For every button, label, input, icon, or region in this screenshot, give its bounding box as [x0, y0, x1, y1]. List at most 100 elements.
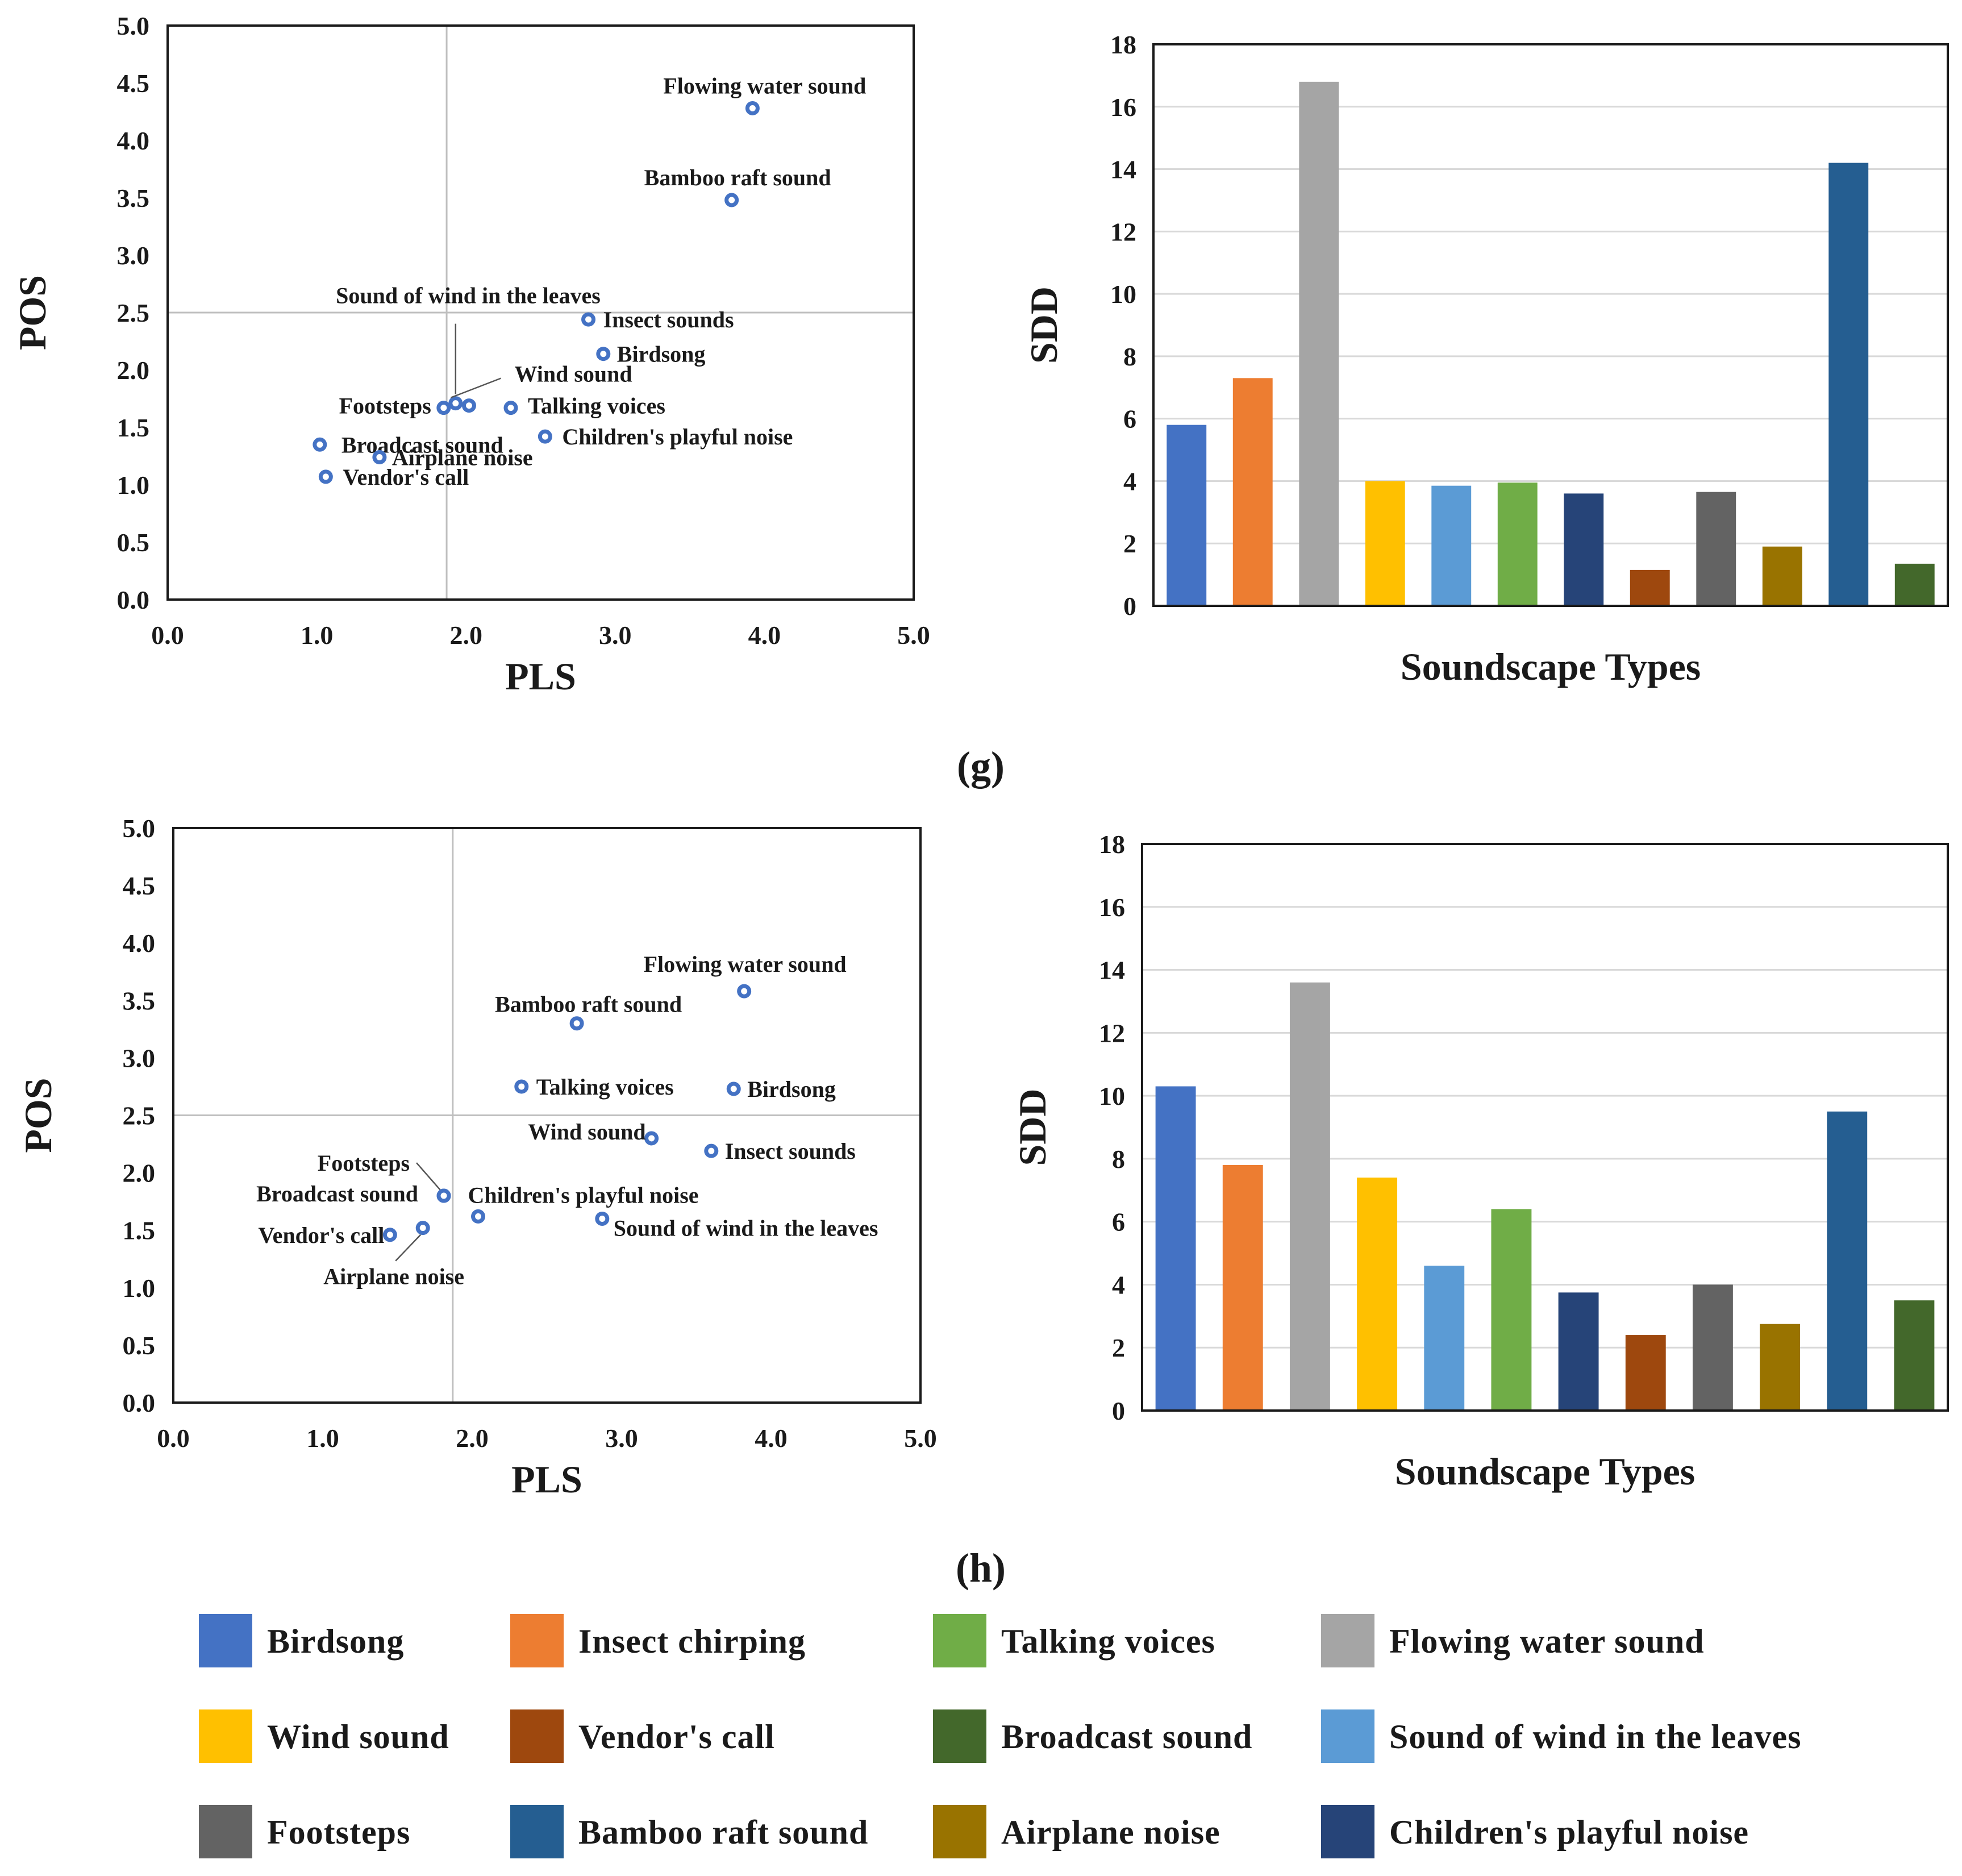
data-point [724, 193, 739, 207]
y-axis-title: SDD [1022, 286, 1065, 364]
bar [1760, 1324, 1801, 1411]
legend-label: Wind sound [267, 1718, 449, 1756]
point-label: Wind sound [528, 1119, 645, 1145]
bar-chart-g: 0 2 4 6 8 10 12 14 16 18 Soundscape Types SDD [1022, 30, 1949, 688]
point-label: Bamboo raft sound [644, 165, 831, 190]
legend-swatch [1321, 1614, 1374, 1667]
y-tick-label: 14 [1110, 155, 1136, 184]
y-tick-label: 0 [1123, 592, 1136, 621]
x-axis-title: PLS [505, 655, 576, 698]
data-point [704, 1143, 719, 1158]
panel-label-h: (h) [956, 1545, 1006, 1591]
x-tick-label: 1.0 [306, 1424, 339, 1453]
y-tick-label: 5.0 [123, 814, 156, 843]
data-point [596, 347, 611, 361]
y-tick-label: 6 [1112, 1208, 1125, 1237]
point-label: Sound of wind in the leaves [336, 283, 601, 309]
y-tick-label: 1.5 [117, 413, 150, 442]
y-tick-label: 1.0 [117, 471, 150, 500]
y-tick-label: 4.0 [123, 929, 156, 958]
point-label: Insect sounds [603, 307, 734, 332]
x-tick-label: 2.0 [449, 621, 482, 650]
legend-swatch [510, 1709, 564, 1763]
y-tick-label: 2.5 [123, 1101, 156, 1130]
y-tick-label: 0.5 [123, 1331, 156, 1360]
data-point [538, 429, 552, 444]
y-tick-label: 12 [1110, 217, 1136, 246]
data-point [313, 437, 327, 452]
y-tick-label: 3.5 [123, 986, 156, 1015]
legend-swatch [510, 1805, 564, 1858]
bar [1497, 482, 1538, 606]
y-axis-title: POS [16, 1078, 60, 1153]
bar [1564, 493, 1604, 606]
data-point [644, 1131, 659, 1146]
bar [1424, 1266, 1465, 1411]
x-tick-label: 1.0 [301, 621, 334, 650]
y-tick-label: 10 [1099, 1081, 1125, 1110]
point-label: Broadcast sound [256, 1181, 418, 1207]
data-point [514, 1079, 529, 1094]
legend-swatch [199, 1614, 252, 1667]
bar [1762, 546, 1802, 606]
point-label: Talking voices [528, 393, 665, 419]
bar [1625, 1335, 1666, 1411]
x-tick-label: 5.0 [897, 621, 930, 650]
bar [1827, 1111, 1868, 1411]
bar [1894, 563, 1935, 606]
x-axis-title: PLS [511, 1458, 582, 1501]
y-tick-label: 3.5 [117, 184, 150, 213]
y-tick-label: 4.0 [117, 126, 150, 155]
y-tick-label: 8 [1123, 342, 1136, 371]
point-label: Birdsong [617, 342, 706, 367]
bar [1692, 1284, 1733, 1411]
y-tick-label: 16 [1110, 93, 1136, 122]
point-label: Vendor's call [258, 1222, 384, 1248]
point-label: Broadcast sound [341, 432, 503, 457]
bar [1365, 481, 1405, 606]
leader-line [416, 1162, 441, 1191]
data-point [318, 469, 333, 484]
y-tick-label: 2.0 [123, 1159, 156, 1188]
point-label: Vendor's call [343, 464, 469, 490]
plot-frame [172, 827, 922, 1404]
legend-label: Sound of wind in the leaves [1389, 1718, 1802, 1756]
legend-swatch [1321, 1709, 1374, 1763]
data-point [726, 1081, 741, 1096]
point-label: Footsteps [318, 1150, 410, 1176]
x-tick-label: 4.0 [755, 1424, 788, 1453]
y-tick-label: 3.0 [117, 241, 150, 270]
legend: Birdsong Insect chirping Talking voices Flo… [199, 1614, 1802, 1858]
x-tick-label: 2.0 [456, 1424, 489, 1453]
data-point [436, 401, 451, 415]
y-tick-label: 4.5 [123, 871, 156, 900]
bar [1431, 485, 1472, 606]
bar [1289, 982, 1330, 1411]
scatter-plot-g: (g) 0.0 1.0 2.0 3.0 4.0 5.0 0.0 0.5 1.0 1.5 2.0 2.5… [11, 11, 1005, 789]
y-tick-label: 16 [1099, 893, 1125, 922]
data-point [436, 1188, 451, 1203]
x-axis-title: Soundscape Types [1401, 645, 1701, 688]
y-tick-label: 14 [1099, 956, 1125, 985]
data-point [503, 401, 518, 415]
bar [1828, 163, 1869, 606]
data-point [745, 101, 760, 115]
point-label: Wind sound [514, 361, 632, 387]
point-label: Airplane noise [323, 1264, 464, 1290]
point-label: Birdsong [747, 1076, 836, 1102]
data-point [581, 312, 596, 327]
point-label: Footsteps [339, 393, 431, 419]
x-tick-label: 3.0 [605, 1424, 638, 1453]
y-tick-label: 2 [1112, 1333, 1125, 1362]
legend-swatch [199, 1709, 252, 1763]
y-tick-label: 8 [1112, 1145, 1125, 1174]
data-point [595, 1211, 610, 1226]
legend-swatch [1321, 1805, 1374, 1858]
y-tick-label: 4.5 [117, 69, 150, 98]
legend-label: Footsteps [267, 1813, 410, 1851]
y-tick-label: 12 [1099, 1018, 1125, 1047]
x-tick-label: 0.0 [157, 1424, 190, 1453]
y-axis-title: POS [11, 275, 54, 350]
y-tick-label: 2.5 [117, 298, 150, 327]
